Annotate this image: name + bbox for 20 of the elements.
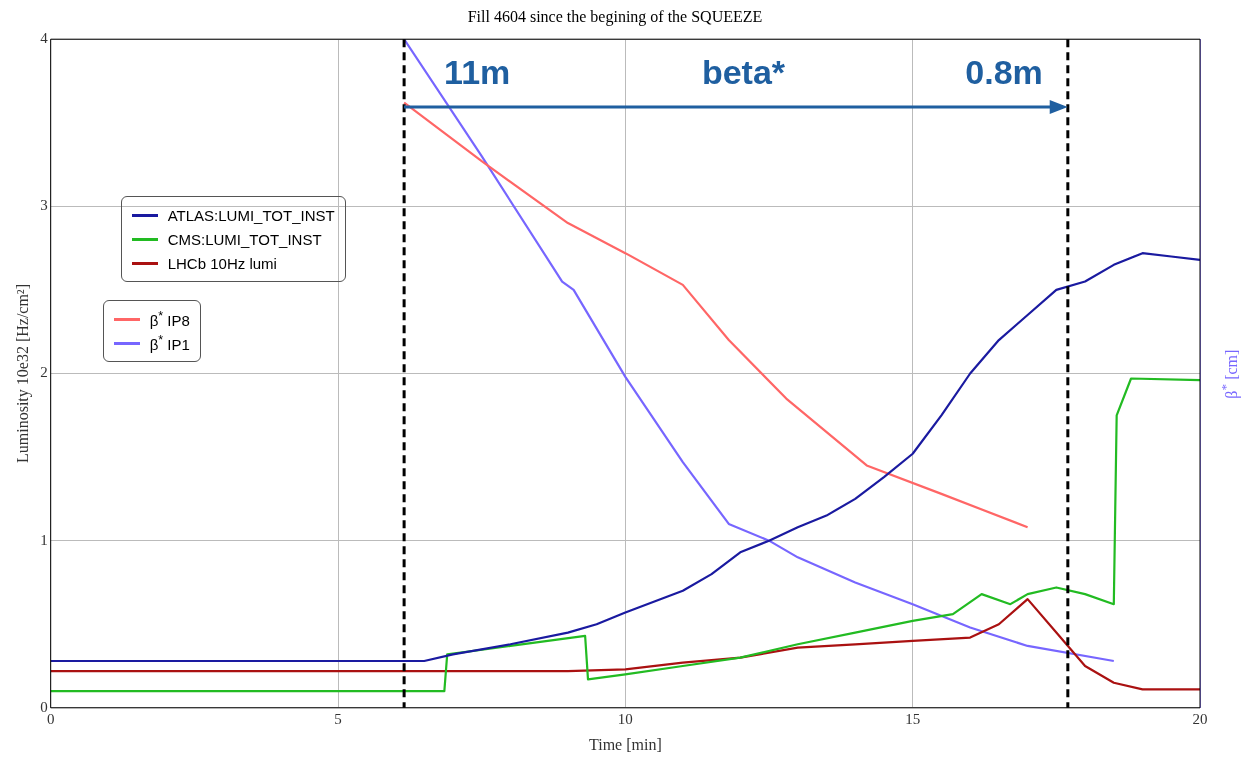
y-tick-label: 0 (40, 698, 48, 715)
y-tick-label: 1 (40, 531, 48, 548)
x-tick-label: 15 (905, 710, 921, 727)
annotation: beta* (701, 52, 786, 91)
y-tick-label: 2 (40, 364, 48, 381)
chart-title: Fill 4604 since the begining of the SQUEEZE (467, 7, 763, 26)
legend-label: β$^{*}$ IP8 (149, 309, 190, 330)
y-tick-label: 4 (40, 30, 49, 47)
y-tick-label: 3 (40, 197, 48, 214)
legend-label: ATLAS:LUMI_TOT_INST (167, 206, 335, 224)
x-tick-label: 5 (334, 710, 342, 727)
annotation: 11m (444, 52, 511, 91)
x-tick-label: 20 (1192, 710, 1208, 727)
y-axis-title: Luminosity 10e32 [Hz/cm²] (13, 284, 32, 463)
legend-label: CMS:LUMI_TOT_INST (167, 230, 322, 248)
annotation: 0.8m (965, 52, 1043, 91)
x-tick-label: 10 (617, 710, 633, 727)
x-axis-title: Time [min] (588, 735, 662, 753)
legend-label: β$^{*}$ IP1 (149, 333, 190, 354)
legend-label: LHCb 10Hz lumi (167, 254, 277, 272)
